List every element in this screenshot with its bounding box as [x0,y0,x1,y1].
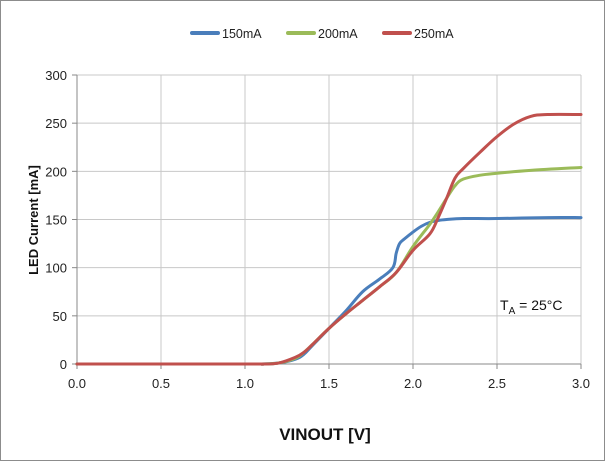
annotation-main: T [500,297,509,313]
tick-labels: 0.0 0.5 1.0 1.5 2.0 2.5 3.0 0 50 100 150 200 250 300 [45,68,590,391]
y-axis-label: LED Current [mA] [26,165,41,275]
x-tick-label: 2.5 [488,376,506,391]
legend-entry-150mA: 150mA [190,27,262,41]
y-tick-label: 250 [45,116,67,131]
annotation-sub: A [509,306,516,317]
temperature-annotation: TA = 25°C [500,297,562,317]
grid-lines [77,74,582,364]
y-tick-label: 300 [45,68,67,83]
x-tick-label: 0.0 [68,376,86,391]
legend-entry-250mA: 250mA [382,27,454,41]
x-tick-label: 0.5 [152,376,170,391]
legend-label: 200mA [318,27,358,41]
x-axis-label: VINOUT [V] [279,425,371,444]
y-tick-label: 0 [60,357,67,372]
series-lines [75,112,583,366]
x-tick-label: 2.0 [404,376,422,391]
x-tick-label: 3.0 [572,376,590,391]
y-tick-label: 50 [53,309,67,324]
legend-label: 250mA [414,27,454,41]
axes [72,74,582,369]
series-line-250mA [75,112,583,366]
legend: 150mA 200mA 250mA [190,27,454,41]
annotation-rest: = 25°C [515,297,562,313]
y-tick-label: 100 [45,261,67,276]
y-tick-label: 200 [45,164,67,179]
y-tick-label: 150 [45,213,67,228]
x-tick-label: 1.0 [236,376,254,391]
legend-label: 150mA [222,27,262,41]
x-tick-label: 1.5 [320,376,338,391]
legend-entry-200mA: 200mA [286,27,358,41]
